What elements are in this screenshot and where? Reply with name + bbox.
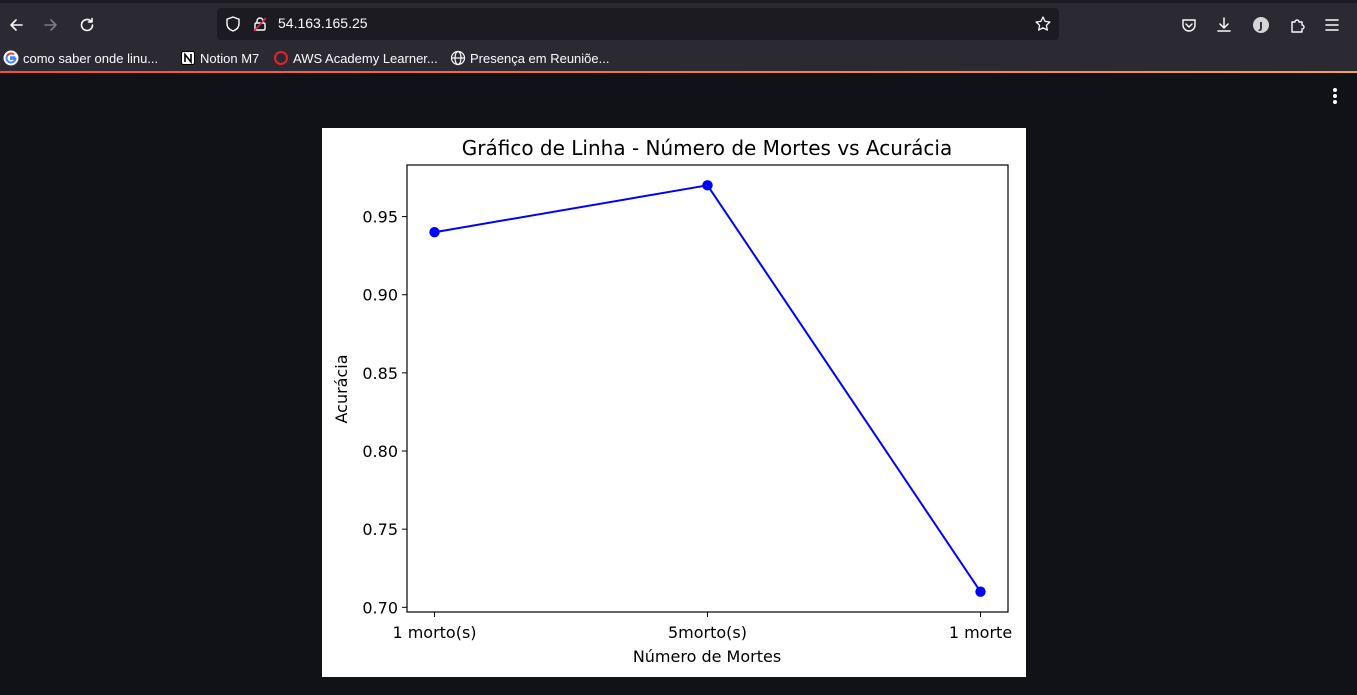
- x-axis-label: Número de Mortes: [633, 647, 781, 666]
- downloads-button[interactable]: [1210, 11, 1238, 39]
- page-load-accent-line: [0, 71, 1357, 73]
- google-icon: [3, 50, 19, 66]
- data-point: [702, 180, 713, 191]
- y-tick-label: 0.75: [362, 520, 398, 539]
- insecure-lock-icon[interactable]: [251, 15, 269, 33]
- bookmark-aws-academy[interactable]: AWS Academy Learner...: [273, 48, 438, 68]
- series-line: [434, 184, 982, 593]
- bookmark-presenca[interactable]: Presença em Reuniõe...: [450, 48, 609, 68]
- notion-icon: [181, 51, 195, 65]
- chart-image: Gráfico de Linha - Número de Mortes vs A…: [322, 128, 1026, 677]
- x-tick-label: 1 morto(s): [392, 623, 476, 642]
- bookmark-label: AWS Academy Learner...: [293, 50, 438, 66]
- arrow-right-icon: [44, 19, 57, 31]
- plot-frame: [406, 164, 1009, 613]
- bookmarks-bar: como saber onde linu... Notion M7 AWS Ac…: [0, 45, 1357, 71]
- more-options-icon[interactable]: [1325, 86, 1345, 108]
- menu-button[interactable]: [1318, 11, 1346, 39]
- puzzle-icon: [1291, 19, 1305, 33]
- y-tick-label: 0.95: [362, 208, 398, 227]
- x-axis: 1 morto(s) 5morto(s) 1 morte: [392, 612, 1012, 642]
- hamburger-icon: [1325, 19, 1339, 31]
- data-point: [429, 227, 440, 238]
- address-bar[interactable]: 54.163.165.25: [217, 8, 1059, 40]
- data-point: [975, 586, 986, 597]
- y-axis: 0.70 0.75 0.80 0.85 0.90 0.95: [362, 208, 407, 617]
- bookmark-label: Presença em Reuniõe...: [470, 50, 610, 66]
- bookmark-notion[interactable]: Notion M7: [180, 48, 259, 68]
- back-button[interactable]: [2, 11, 30, 39]
- bookmark-label: como saber onde linu...: [23, 50, 159, 66]
- star-icon[interactable]: [1034, 15, 1052, 33]
- chart-title: Gráfico de Linha - Número de Mortes vs A…: [462, 136, 952, 160]
- aws-ring-icon: [274, 51, 288, 65]
- url-text[interactable]: 54.163.165.25: [278, 15, 368, 31]
- line-chart: Gráfico de Linha - Número de Mortes vs A…: [332, 136, 1012, 666]
- avatar: J: [1253, 17, 1269, 33]
- pocket-icon: [1182, 19, 1196, 32]
- bookmark-google[interactable]: como saber onde linu...: [3, 48, 158, 68]
- pocket-button[interactable]: [1175, 11, 1203, 39]
- arrow-left-icon: [10, 19, 23, 31]
- y-tick-label: 0.90: [362, 286, 398, 305]
- browser-toolbar: 54.163.165.25 J: [0, 0, 1357, 45]
- y-tick-label: 0.80: [362, 442, 398, 461]
- account-button[interactable]: J: [1247, 11, 1275, 39]
- avatar-initial: J: [1258, 21, 1263, 32]
- x-tick-label: 5morto(s): [668, 623, 747, 642]
- extensions-button[interactable]: [1283, 11, 1311, 39]
- y-axis-label: Acurácia: [332, 354, 351, 423]
- series-accuracy: [429, 180, 986, 597]
- y-tick-label: 0.70: [362, 598, 398, 617]
- download-icon: [1217, 17, 1231, 32]
- globe-icon: [450, 50, 466, 66]
- reload-icon: [80, 17, 94, 32]
- reload-button[interactable]: [73, 11, 101, 39]
- bookmark-label: Notion M7: [200, 50, 260, 66]
- x-tick-label: 1 morte: [949, 623, 1012, 642]
- forward-button[interactable]: [37, 11, 65, 39]
- y-tick-label: 0.85: [362, 364, 398, 383]
- shield-icon[interactable]: [224, 15, 242, 33]
